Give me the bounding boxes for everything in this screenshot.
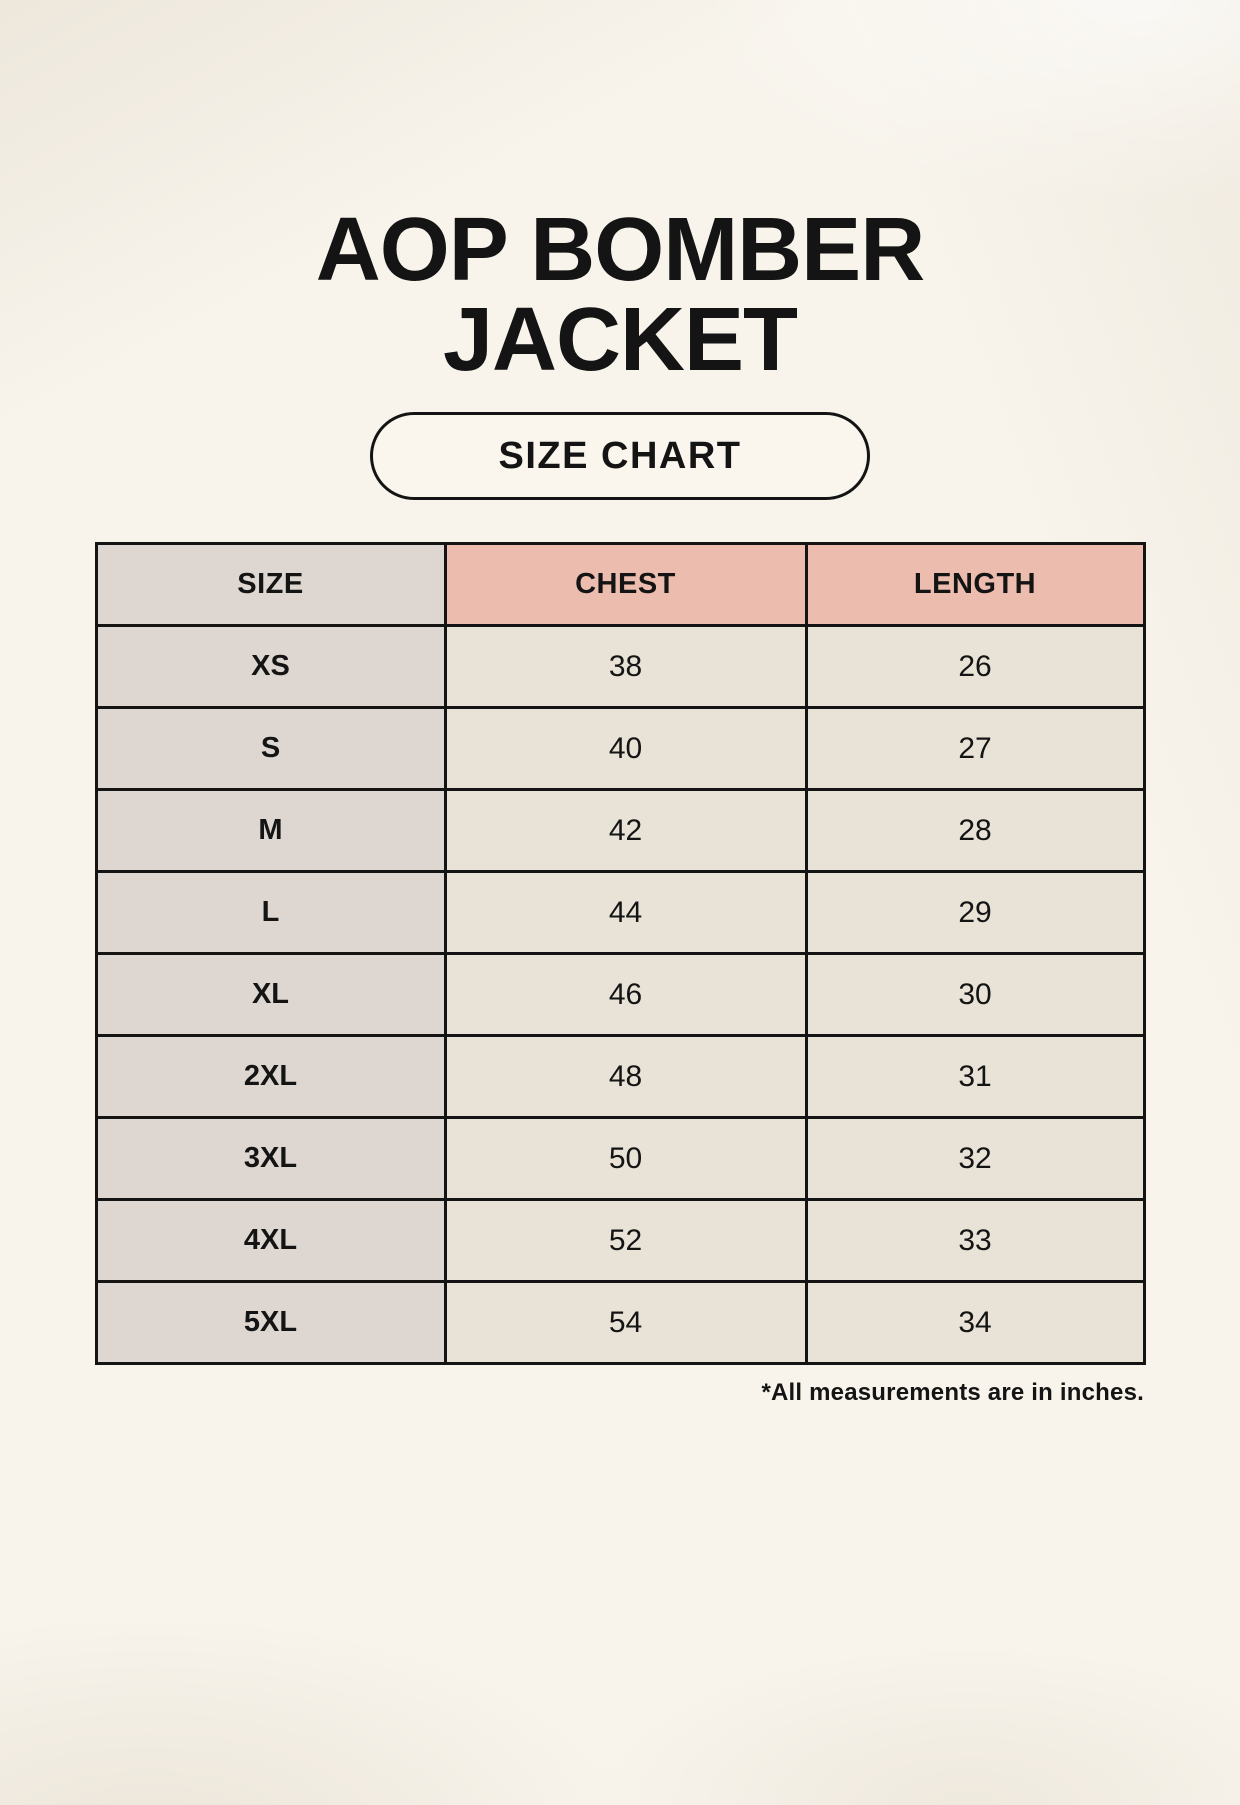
- chest-cell: 42: [443, 788, 808, 873]
- length-cell: 27: [804, 706, 1146, 791]
- table-row: XL 46 30: [94, 952, 1146, 1037]
- chest-cell: 38: [443, 624, 808, 709]
- length-cell: 29: [804, 870, 1146, 955]
- size-cell: 4XL: [94, 1198, 447, 1283]
- page-title-line-2: JACKET: [442, 290, 798, 390]
- page-title-line-1: AOP BOMBER: [315, 200, 925, 300]
- chest-cell: 46: [443, 952, 808, 1037]
- size-cell: L: [94, 870, 447, 955]
- size-cell: 2XL: [94, 1034, 447, 1119]
- chest-cell: 48: [443, 1034, 808, 1119]
- table-row: L 44 29: [94, 870, 1146, 955]
- chest-cell: 40: [443, 706, 808, 791]
- length-cell: 30: [804, 952, 1146, 1037]
- table-row: 2XL 48 31: [94, 1034, 1146, 1119]
- table-header-row: SIZE CHEST LENGTH: [94, 542, 1146, 627]
- length-cell: 26: [804, 624, 1146, 709]
- chest-cell: 54: [443, 1280, 808, 1365]
- size-cell: M: [94, 788, 447, 873]
- column-header-chest: CHEST: [443, 542, 808, 627]
- size-cell: XL: [94, 952, 447, 1037]
- size-chart-badge: SIZE CHART: [370, 412, 870, 500]
- size-chart-table: SIZE CHEST LENGTH XS 38 26 S 40 27 M 42 …: [94, 542, 1146, 1365]
- table-row: 5XL 54 34: [94, 1280, 1146, 1365]
- length-cell: 34: [804, 1280, 1146, 1365]
- table-header: SIZE CHEST LENGTH: [94, 542, 1146, 627]
- size-cell: XS: [94, 624, 447, 709]
- table-body: XS 38 26 S 40 27 M 42 28 L 44 29 XL 46 3…: [94, 624, 1146, 1365]
- table-row: 3XL 50 32: [94, 1116, 1146, 1201]
- table-row: 4XL 52 33: [94, 1198, 1146, 1283]
- size-cell: 5XL: [94, 1280, 447, 1365]
- length-cell: 28: [804, 788, 1146, 873]
- page-title: AOP BOMBER JACKET: [0, 205, 1240, 385]
- chest-cell: 50: [443, 1116, 808, 1201]
- column-header-length: LENGTH: [804, 542, 1146, 627]
- length-cell: 33: [804, 1198, 1146, 1283]
- size-cell: S: [94, 706, 447, 791]
- table-row: M 42 28: [94, 788, 1146, 873]
- chest-cell: 52: [443, 1198, 808, 1283]
- chest-cell: 44: [443, 870, 808, 955]
- size-chart-page: { "page": { "title_lines": ["AOP BOMBER"…: [0, 205, 1240, 1805]
- size-cell: 3XL: [94, 1116, 447, 1201]
- size-chart-badge-label: SIZE CHART: [498, 434, 742, 477]
- length-cell: 31: [804, 1034, 1146, 1119]
- column-header-size: SIZE: [94, 542, 447, 627]
- table-row: XS 38 26: [94, 624, 1146, 709]
- table-row: S 40 27: [94, 706, 1146, 791]
- measurements-footnote: *All measurements are in inches.: [761, 1379, 1144, 1406]
- length-cell: 32: [804, 1116, 1146, 1201]
